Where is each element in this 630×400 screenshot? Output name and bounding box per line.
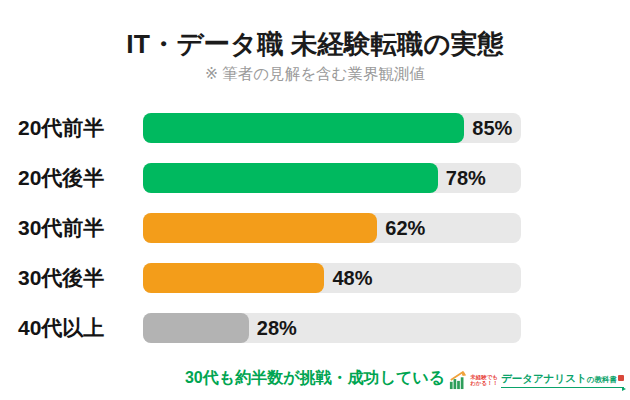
bar-fill <box>143 113 464 143</box>
value-label: 78% <box>446 163 486 193</box>
value-label: 48% <box>332 263 372 293</box>
bar-chart-icon <box>449 370 468 390</box>
brand-logo: 未経験でも わかる！！ データアナリストの教科書 <box>449 370 624 390</box>
bar-fill <box>143 163 438 193</box>
value-label: 28% <box>257 313 297 343</box>
category-label: 40代以上 <box>18 314 143 342</box>
category-label: 30代前半 <box>18 214 143 242</box>
bar-row: 20代前半 85% <box>18 113 521 143</box>
bar-fill <box>143 213 377 243</box>
bar-row: 30代後半 48% <box>18 263 521 293</box>
infographic-page: IT・データ職 未経験転職の実態 ※ 筆者の見解を含む業界観測値 20代前半 85… <box>0 0 630 400</box>
category-label: 20代後半 <box>18 164 143 192</box>
bar-row: 40代以上 28% <box>18 313 521 343</box>
bar-track: 85% <box>143 113 521 143</box>
logo-book-icon <box>618 375 624 381</box>
bar-fill <box>143 313 249 343</box>
logo-underline-arrow-icon <box>622 387 626 391</box>
bar-track: 78% <box>143 163 521 193</box>
bar-chart: 20代前半 85% 20代後半 78% 30代前半 62% 30代後半 48% 40代以上 28% <box>18 113 521 363</box>
logo-tagline: 未経験でも わかる！！ <box>470 374 498 387</box>
bar-row: 20代後半 78% <box>18 163 521 193</box>
value-label: 85% <box>472 113 512 143</box>
value-label: 62% <box>385 213 425 243</box>
bar-track: 28% <box>143 313 521 343</box>
logo-brand-main: データアナリスト <box>501 372 587 384</box>
logo-tagline-line2: わかる！！ <box>470 380 498 387</box>
logo-brand-small: の教科書 <box>587 375 617 384</box>
bar-row: 30代前半 62% <box>18 213 521 243</box>
logo-brand-text: データアナリストの教科書 <box>501 372 624 389</box>
bar-track: 62% <box>143 213 521 243</box>
chart-title: IT・データ職 未経験転職の実態 <box>0 26 630 62</box>
bar-track: 48% <box>143 263 521 293</box>
bar-fill <box>143 263 324 293</box>
chart-subtitle: ※ 筆者の見解を含む業界観測値 <box>0 64 630 85</box>
category-label: 20代前半 <box>18 114 143 142</box>
category-label: 30代後半 <box>18 264 143 292</box>
